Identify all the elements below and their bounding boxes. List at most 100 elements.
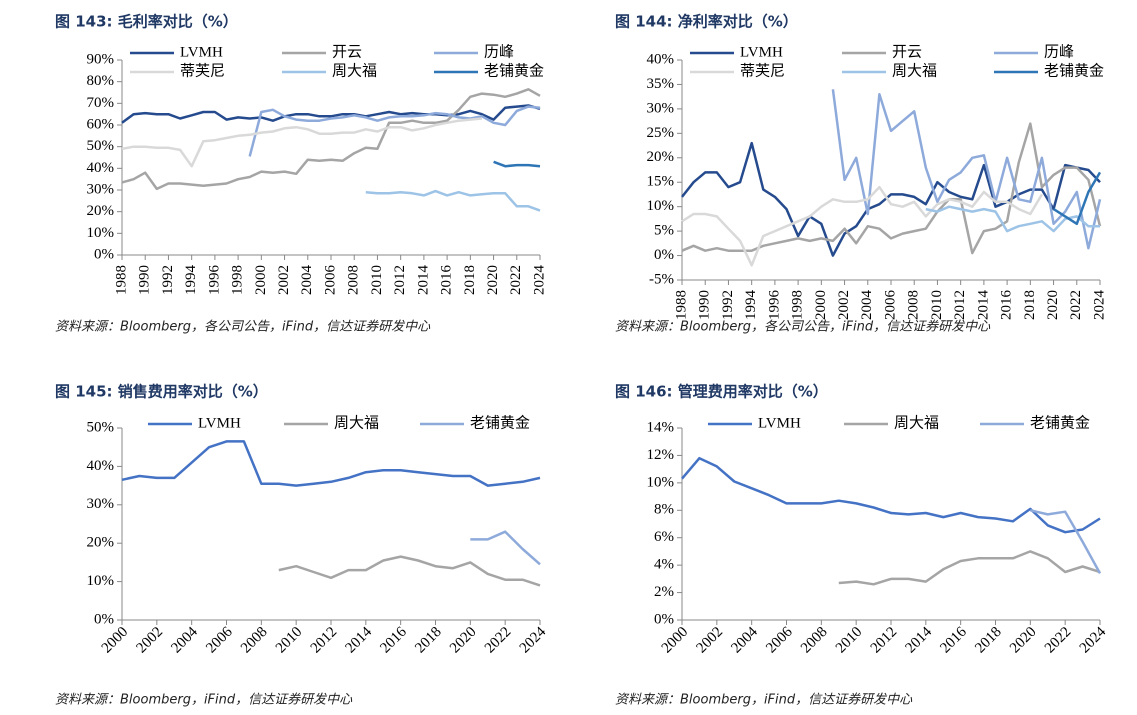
x-tick-label: 2012: [868, 624, 901, 657]
y-tick-label: 10%: [87, 573, 115, 589]
x-tick-label: 1992: [160, 265, 176, 295]
series-line: [681, 456, 1101, 534]
y-tick-label: 35%: [647, 76, 675, 92]
x-tick-label: 2018: [1022, 290, 1038, 320]
y-tick-label: 15%: [647, 174, 675, 190]
x-tick-label: 2006: [322, 265, 338, 296]
chart-title: 图 145: 销售费用率对比（%）: [55, 383, 268, 401]
x-tick-label: 2006: [203, 624, 236, 657]
x-tick-label: 2008: [798, 624, 831, 657]
legend-label: 蒂芙尼: [740, 62, 785, 79]
y-tick-label: 4%: [654, 557, 674, 573]
legend-label: 周大福: [332, 62, 377, 79]
legend-label: 开云: [332, 44, 362, 60]
x-tick-label: 2020: [1007, 624, 1040, 657]
x-tick-label: 2000: [659, 624, 692, 657]
x-tick-label: 2008: [346, 265, 362, 295]
x-tick-label: 2016: [377, 624, 410, 657]
y-tick-label: 0%: [654, 611, 674, 627]
y-tick-label: 30%: [647, 100, 675, 116]
x-tick-label: 2022: [1042, 624, 1075, 657]
x-tick-label: 2020: [485, 265, 501, 295]
y-tick-label: 0%: [654, 247, 674, 263]
x-tick-label: 2022: [482, 624, 515, 657]
x-tick-label: 2002: [694, 624, 727, 657]
x-tick-label: 1990: [137, 265, 153, 295]
legend-label: 周大福: [334, 414, 379, 431]
x-tick-label: 2002: [134, 624, 167, 657]
y-tick-label: 8%: [654, 502, 674, 518]
series-line: [248, 105, 541, 157]
x-tick-label: 2014: [975, 290, 991, 321]
x-tick-label: 2014: [343, 624, 376, 657]
y-tick-label: 2%: [654, 584, 674, 600]
source-note: 资料来源：Bloomberg，各公司公告，iFind，信达证券研发中心: [615, 319, 991, 335]
x-tick-label: 2004: [728, 624, 761, 657]
legend-label: 开云: [892, 44, 922, 60]
y-tick-label: 20%: [87, 203, 115, 219]
x-tick-label: 2006: [763, 624, 796, 657]
y-tick-label: 20%: [647, 149, 675, 165]
x-tick-label: 2004: [299, 265, 315, 296]
series-line: [681, 141, 1101, 257]
y-tick-label: 40%: [647, 51, 675, 67]
legend-label: 周大福: [892, 62, 937, 79]
x-tick-label: 1996: [206, 265, 222, 296]
x-tick-label: 1994: [743, 290, 759, 321]
x-tick-label: 2004: [168, 624, 201, 657]
x-tick-label: 2000: [99, 624, 132, 657]
y-tick-label: 20%: [87, 535, 115, 551]
series-line: [493, 160, 541, 168]
series-line: [121, 440, 541, 487]
series-line: [121, 88, 541, 191]
x-tick-label: 1998: [790, 290, 806, 320]
series-line: [365, 189, 541, 212]
y-tick-label: 14%: [647, 419, 675, 435]
y-tick-label: 25%: [647, 125, 675, 141]
x-tick-label: 2006: [882, 290, 898, 321]
y-tick-label: 80%: [87, 73, 115, 89]
x-tick-label: 2020: [447, 624, 480, 657]
x-tick-label: 2008: [906, 290, 922, 320]
x-tick-label: 1996: [766, 290, 782, 321]
x-tick-label: 2010: [273, 624, 306, 657]
series-line: [1052, 171, 1102, 226]
x-tick-label: 1998: [230, 265, 246, 295]
x-tick-label: 2018: [412, 624, 445, 657]
x-tick-label: 2002: [836, 290, 852, 320]
legend-label: LVMH: [740, 44, 783, 60]
chart-title: 图 146: 管理费用率对比（%）: [615, 383, 828, 401]
legend-label: 老铺黄金: [1044, 62, 1104, 79]
y-tick-label: 50%: [87, 419, 115, 435]
x-tick-label: 2014: [415, 265, 431, 296]
y-tick-label: 10%: [647, 198, 675, 214]
legend-label: 老铺黄金: [484, 62, 544, 79]
series-line: [1030, 509, 1102, 575]
x-tick-label: 2022: [1068, 290, 1084, 320]
y-tick-label: 6%: [654, 529, 674, 545]
legend-label: 历峰: [484, 43, 514, 60]
source-note: 资料来源：Bloomberg，iFind，信达证券研发中心: [615, 693, 913, 708]
chart-title: 图 143: 毛利率对比（%）: [55, 13, 238, 31]
x-tick-label: 2020: [1045, 290, 1061, 320]
x-tick-label: 2010: [929, 290, 945, 320]
legend-label: 周大福: [894, 414, 939, 431]
y-tick-label: 10%: [647, 474, 675, 490]
series-line: [681, 122, 1102, 255]
y-tick-label: 0%: [94, 611, 114, 627]
series-line: [681, 185, 1043, 267]
x-tick-label: 2000: [813, 290, 829, 320]
legend-label: 老铺黄金: [470, 414, 530, 431]
y-tick-label: 0%: [94, 246, 114, 262]
x-tick-label: 2024: [1091, 290, 1107, 321]
x-tick-label: 1992: [720, 290, 736, 320]
legend-label: 蒂芙尼: [180, 62, 225, 79]
x-tick-label: 2002: [276, 265, 292, 295]
x-tick-label: 1988: [113, 265, 129, 295]
x-tick-label: 2024: [531, 265, 547, 296]
x-tick-label: 1990: [697, 290, 713, 320]
x-tick-label: 2004: [859, 290, 875, 321]
source-note: 资料来源：Bloomberg，iFind，信达证券研发中心: [55, 693, 353, 708]
series-line: [925, 205, 1100, 233]
